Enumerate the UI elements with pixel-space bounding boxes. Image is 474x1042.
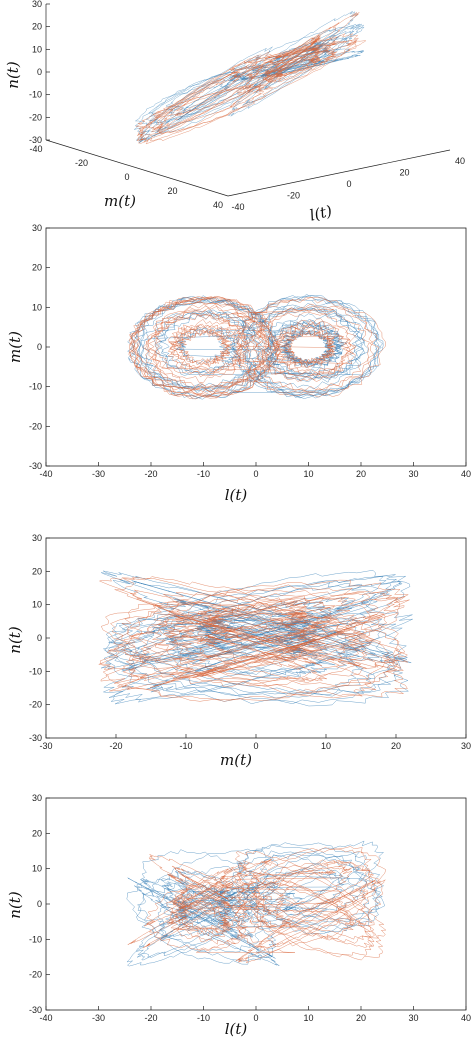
y-tick-label: -10 bbox=[29, 666, 42, 676]
series-line-orange bbox=[135, 12, 367, 145]
series-line-blue bbox=[101, 569, 413, 707]
series-line-orange bbox=[128, 295, 386, 400]
y-axis-line bbox=[45, 139, 229, 197]
x-tick-label: -40 bbox=[39, 469, 52, 479]
y-tick-label: -20 bbox=[29, 970, 42, 980]
z-tick-label: 30 bbox=[32, 0, 42, 9]
y-tick-label: 20 bbox=[32, 263, 42, 273]
y-tick-label: 0 bbox=[124, 172, 129, 182]
x-tick-label: 20 bbox=[391, 741, 401, 751]
y-tick-label: 10 bbox=[32, 600, 42, 610]
x-tick-label: -10 bbox=[197, 469, 210, 479]
x-tick-label: -20 bbox=[144, 469, 157, 479]
z-tick-label: -10 bbox=[29, 90, 42, 100]
x-tick-label: -40 bbox=[39, 1013, 52, 1023]
y-tick-label: 30 bbox=[32, 793, 42, 803]
chart-panel-0: 3020100-10-20-30-40-200204040200-20-40n(… bbox=[4, 0, 465, 225]
y-tick-label: 0 bbox=[37, 899, 42, 909]
y-tick-label: -20 bbox=[75, 158, 88, 168]
x-axis-label: l(t) bbox=[225, 1020, 248, 1038]
y-tick-label: -10 bbox=[29, 934, 42, 944]
y-tick-label: -30 bbox=[29, 461, 42, 471]
z-tick-label: 0 bbox=[37, 67, 42, 77]
series-line-orange bbox=[98, 576, 410, 702]
x-axis-label: l(t) bbox=[308, 202, 334, 225]
x-tick-label: 0 bbox=[253, 741, 258, 751]
x-tick-label: 30 bbox=[408, 469, 418, 479]
x-tick-label: 40 bbox=[455, 156, 465, 166]
x-tick-label: 10 bbox=[303, 469, 313, 479]
y-axis-label: n(t) bbox=[6, 891, 24, 919]
y-tick-label: 20 bbox=[167, 186, 177, 196]
y-tick-label: -40 bbox=[29, 144, 42, 154]
z-axis-label: n(t) bbox=[4, 61, 22, 89]
x-tick-label: 40 bbox=[461, 1013, 471, 1023]
y-tick-label: -10 bbox=[29, 382, 42, 392]
x-tick-label: 10 bbox=[321, 741, 331, 751]
x-tick-label: 20 bbox=[399, 168, 409, 178]
x-tick-label: 20 bbox=[356, 469, 366, 479]
y-tick-label: 10 bbox=[32, 864, 42, 874]
y-tick-label: 20 bbox=[32, 828, 42, 838]
y-tick-label: 30 bbox=[32, 223, 42, 233]
y-tick-label: 0 bbox=[37, 633, 42, 643]
y-tick-label: 10 bbox=[32, 302, 42, 312]
y-tick-label: -30 bbox=[29, 733, 42, 743]
y-tick-label: 40 bbox=[213, 200, 223, 210]
x-tick-label: 20 bbox=[356, 1013, 366, 1023]
x-tick-label: -20 bbox=[144, 1013, 157, 1023]
x-axis-line bbox=[227, 149, 451, 197]
x-tick-label: 10 bbox=[303, 1013, 313, 1023]
x-tick-label: 40 bbox=[461, 469, 471, 479]
y-tick-label: -30 bbox=[29, 1005, 42, 1015]
chart-panel-3: -40 -30 -20 -10 0 10 20 30 403020100-10-20-30l(t… bbox=[6, 793, 471, 1038]
x-tick-label: 30 bbox=[461, 741, 471, 751]
y-axis-label: m(t) bbox=[104, 192, 136, 210]
z-tick-label: -30 bbox=[29, 135, 42, 145]
z-tick-label: 10 bbox=[32, 44, 42, 54]
x-axis-label: m(t) bbox=[220, 751, 252, 769]
x-tick-label: -30 bbox=[92, 469, 105, 479]
z-tick-label: -20 bbox=[29, 112, 42, 122]
x-axis-label: l(t) bbox=[225, 486, 248, 504]
x-tick-label: -10 bbox=[179, 741, 192, 751]
y-tick-label: 0 bbox=[37, 342, 42, 352]
y-tick-label: 20 bbox=[32, 566, 42, 576]
x-tick-label: 30 bbox=[408, 1013, 418, 1023]
x-tick-label: -40 bbox=[231, 202, 244, 212]
y-axis-label: n(t) bbox=[6, 626, 24, 654]
x-tick-label: -10 bbox=[197, 1013, 210, 1023]
x-tick-label: 0 bbox=[346, 179, 351, 189]
y-tick-label: -20 bbox=[29, 421, 42, 431]
chart-panel-1: -40 -30 -20 -10 0 10 20 30 403020100-10-20-30l(t… bbox=[6, 223, 471, 504]
y-axis-label: m(t) bbox=[6, 331, 24, 363]
series-line-orange bbox=[127, 846, 387, 964]
x-tick-label: -20 bbox=[109, 741, 122, 751]
chart-panel-2: -30 -20 -10 0 10 20 30 30 20 10 0 -10 -20 -30 m(t) n(t) bbox=[6, 533, 471, 769]
x-tick-label: 0 bbox=[253, 1013, 258, 1023]
x-tick-label: -30 bbox=[39, 741, 52, 751]
x-tick-label: 0 bbox=[253, 469, 258, 479]
y-tick-label: -20 bbox=[29, 700, 42, 710]
z-tick-label: 20 bbox=[32, 22, 42, 32]
x-tick-label: -30 bbox=[92, 1013, 105, 1023]
x-tick-label: -20 bbox=[287, 191, 300, 201]
y-tick-label: 30 bbox=[32, 533, 42, 543]
